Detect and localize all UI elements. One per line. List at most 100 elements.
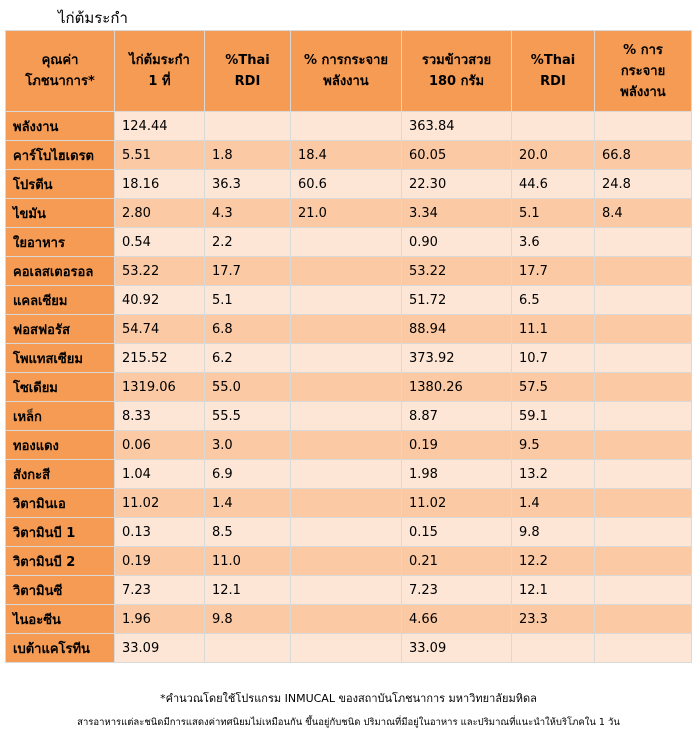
table-cell: 0.15 bbox=[401, 517, 512, 547]
table-cell bbox=[290, 285, 402, 315]
table-cell: 13.2 bbox=[511, 459, 595, 489]
table-cell: 40.92 bbox=[114, 285, 205, 315]
table-cell bbox=[594, 575, 692, 605]
row-label: ไนอะซีน bbox=[5, 604, 115, 634]
table-cell bbox=[594, 314, 692, 344]
table-cell: 51.72 bbox=[401, 285, 512, 315]
row-label: ใยอาหาร bbox=[5, 227, 115, 257]
row-label: ฟอสฟอรัส bbox=[5, 314, 115, 344]
row-label: คอเลสเตอรอล bbox=[5, 256, 115, 286]
nutrition-table: คุณค่า โภชนาการ* ไก่ต้มระกำ 1 ที่ %Thai RDI%… bbox=[5, 30, 692, 663]
table-cell: 8.87 bbox=[401, 401, 512, 431]
row-label: เหล็ก bbox=[5, 401, 115, 431]
table-cell: 36.3 bbox=[204, 169, 291, 199]
table-row: ใยอาหาร 0.54 2.2 0.90 3.6 bbox=[5, 227, 692, 257]
table-row: คาร์โบไฮเดรต 5.51 1.8 18.4 60.05 20.0 66.8 bbox=[5, 140, 692, 170]
table-cell: 0.19 bbox=[114, 546, 205, 576]
table-cell: 0.54 bbox=[114, 227, 205, 257]
row-label: โพแทสเซียม bbox=[5, 343, 115, 373]
row-label: วิตามินเอ bbox=[5, 488, 115, 518]
table-cell bbox=[594, 546, 692, 576]
table-cell: 5.51 bbox=[114, 140, 205, 170]
table-cell: 1.98 bbox=[401, 459, 512, 489]
table-row: โซเดียม 1319.06 55.0 1380.26 57.5 bbox=[5, 372, 692, 402]
table-cell: 59.1 bbox=[511, 401, 595, 431]
table-cell: 60.6 bbox=[290, 169, 402, 199]
table-cell: 44.6 bbox=[511, 169, 595, 199]
table-cell bbox=[594, 459, 692, 489]
table-cell: 24.8 bbox=[594, 169, 692, 199]
row-label: วิตามินบี 1 bbox=[5, 517, 115, 547]
row-label: โซเดียม bbox=[5, 372, 115, 402]
table-cell: 0.21 bbox=[401, 546, 512, 576]
header-energy-dist: % การกระจาย พลังงาน bbox=[290, 30, 402, 112]
table-row: วิตามินซี 7.23 12.1 7.23 12.1 bbox=[5, 575, 692, 605]
table-cell bbox=[290, 488, 402, 518]
table-cell: 11.1 bbox=[511, 314, 595, 344]
table-body: พลังงาน 124.44 363.84 คาร์โบไฮเดรต 5.51 1.8 18… bbox=[5, 111, 692, 663]
table-cell bbox=[511, 633, 595, 663]
table-cell bbox=[594, 111, 692, 141]
page-title: ไก่ต้มระกำ bbox=[58, 9, 128, 27]
header-nutrient: คุณค่า โภชนาการ* bbox=[5, 30, 115, 112]
table-cell: 7.23 bbox=[114, 575, 205, 605]
table-cell: 66.8 bbox=[594, 140, 692, 170]
table-cell: 215.52 bbox=[114, 343, 205, 373]
table-cell: 18.4 bbox=[290, 140, 402, 170]
table-cell: 18.16 bbox=[114, 169, 205, 199]
table-row: ไขมัน 2.80 4.3 21.0 3.34 5.1 8.4 bbox=[5, 198, 692, 228]
table-cell: 124.44 bbox=[114, 111, 205, 141]
table-row: โพแทสเซียม 215.52 6.2 373.92 10.7 bbox=[5, 343, 692, 373]
table-cell bbox=[204, 633, 291, 663]
row-label: สังกะสี bbox=[5, 459, 115, 489]
table-cell bbox=[594, 517, 692, 547]
table-cell: 1.4 bbox=[511, 488, 595, 518]
table-row: แคลเซียม 40.92 5.1 51.72 6.5 bbox=[5, 285, 692, 315]
table-cell: 11.0 bbox=[204, 546, 291, 576]
table-cell bbox=[290, 314, 402, 344]
table-cell: 20.0 bbox=[511, 140, 595, 170]
row-label: วิตามินซี bbox=[5, 575, 115, 605]
table-cell: 23.3 bbox=[511, 604, 595, 634]
table-cell: 6.8 bbox=[204, 314, 291, 344]
table-cell: 2.80 bbox=[114, 198, 205, 228]
row-label: วิตามินบี 2 bbox=[5, 546, 115, 576]
table-cell: 9.8 bbox=[511, 517, 595, 547]
table-cell bbox=[594, 488, 692, 518]
table-cell bbox=[594, 372, 692, 402]
table-cell: 5.1 bbox=[511, 198, 595, 228]
table-cell bbox=[594, 256, 692, 286]
table-cell: 4.66 bbox=[401, 604, 512, 634]
footnote-decimals: สารอาหารแต่ละชนิดมีการแสดงค่าทศนิยมไม่เห… bbox=[77, 717, 620, 728]
table-cell bbox=[594, 285, 692, 315]
table-row: ฟอสฟอรัส 54.74 6.8 88.94 11.1 bbox=[5, 314, 692, 344]
table-row: วิตามินบี 2 0.19 11.0 0.21 12.2 bbox=[5, 546, 692, 576]
table-row: ไนอะซีน 1.96 9.8 4.66 23.3 bbox=[5, 604, 692, 634]
table-cell bbox=[290, 575, 402, 605]
table-cell bbox=[290, 372, 402, 402]
table-cell: 6.5 bbox=[511, 285, 595, 315]
table-cell bbox=[290, 111, 402, 141]
table-cell: 12.1 bbox=[204, 575, 291, 605]
table-cell: 12.1 bbox=[511, 575, 595, 605]
table-cell bbox=[594, 401, 692, 431]
table-row: โปรตีน 18.16 36.3 60.6 22.30 44.6 24.8 bbox=[5, 169, 692, 199]
table-cell bbox=[290, 401, 402, 431]
table-cell bbox=[290, 256, 402, 286]
table-cell bbox=[290, 459, 402, 489]
table-cell: 8.4 bbox=[594, 198, 692, 228]
table-cell bbox=[290, 546, 402, 576]
table-cell bbox=[594, 227, 692, 257]
table-cell: 55.0 bbox=[204, 372, 291, 402]
table-cell: 54.74 bbox=[114, 314, 205, 344]
table-cell bbox=[290, 517, 402, 547]
row-label: แคลเซียม bbox=[5, 285, 115, 315]
table-cell: 0.06 bbox=[114, 430, 205, 460]
header-rdi-with-rice: %Thai RDI bbox=[511, 30, 595, 112]
table-cell bbox=[290, 604, 402, 634]
table-cell: 1380.26 bbox=[401, 372, 512, 402]
table-cell: 1319.06 bbox=[114, 372, 205, 402]
table-cell: 9.5 bbox=[511, 430, 595, 460]
header-with-rice: รวมข้าวสวย 180 กรัม bbox=[401, 30, 512, 112]
table-cell: 17.7 bbox=[204, 256, 291, 286]
